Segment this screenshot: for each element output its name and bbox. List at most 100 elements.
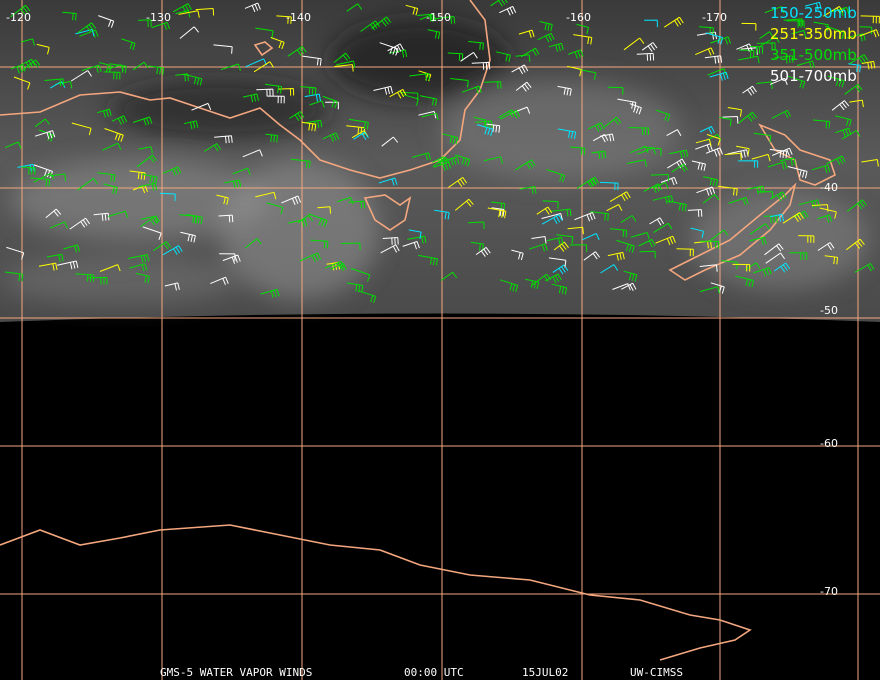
wind-barb (636, 52, 655, 61)
wind-barb (244, 2, 261, 13)
wind-barb (407, 235, 427, 244)
wind-barb (486, 123, 501, 133)
wind-barb (334, 64, 354, 72)
wind-barb (652, 195, 674, 205)
wind-barb (772, 147, 793, 156)
wind-barb (717, 185, 738, 196)
wind-barb (138, 146, 153, 154)
wind-barb (666, 129, 682, 137)
wind-barb (861, 60, 876, 70)
wind-barb (844, 83, 863, 95)
wind-barb (405, 4, 419, 16)
wind-barb (804, 1, 822, 11)
wind-barb (136, 154, 157, 168)
wind-barb (44, 78, 65, 87)
wind-barb (36, 43, 50, 55)
wind-barb (759, 31, 774, 40)
wind-barb (705, 32, 724, 45)
wind-barb (583, 251, 601, 261)
wind-barb (195, 8, 215, 16)
wind-barb (219, 253, 236, 261)
wind-barb (623, 270, 638, 282)
wind-barb (333, 52, 351, 63)
wind-barb (103, 71, 121, 80)
wind-barb (129, 263, 148, 272)
wind-barb (721, 260, 738, 270)
wind-barb (655, 235, 676, 246)
cloud-texture (0, 20, 870, 305)
wind-barb (707, 68, 727, 76)
wind-barb (148, 65, 165, 76)
wind-barb (175, 10, 191, 18)
wind-barb (727, 149, 749, 159)
wind-barb (10, 64, 26, 74)
wind-barb (511, 64, 529, 75)
wind-barb (548, 257, 567, 268)
wind-barb (346, 3, 363, 12)
wind-barb (432, 156, 448, 166)
wind-barb (309, 100, 325, 108)
wind-barb (709, 229, 729, 242)
wind-barb (854, 263, 875, 273)
wind-barb (676, 248, 694, 257)
wind-barb (33, 172, 55, 183)
wind-barb (764, 243, 784, 256)
wind-barb (751, 153, 771, 162)
wind-barb (770, 191, 787, 202)
wind-barb (277, 88, 295, 96)
latitude-label: -70 (820, 585, 838, 598)
wind-barb (97, 172, 116, 182)
wind-barb (541, 213, 563, 221)
wind-barb (568, 49, 584, 59)
wind-barb (98, 15, 115, 28)
wind-barb (696, 186, 716, 196)
latitude-labels: -40 -50 -60 -70 (820, 181, 838, 598)
wind-barb (786, 75, 806, 89)
coastline (0, 0, 836, 661)
wind-barb (302, 55, 322, 66)
wind-barb (289, 111, 305, 121)
wind-barb (728, 197, 749, 206)
wind-barb (13, 76, 31, 90)
title-bar: GMS-5 WATER VAPOR WINDS 00:00 UTC 15JUL0… (160, 666, 683, 679)
wind-barb (353, 131, 369, 140)
wind-barb (774, 55, 794, 64)
wind-barb (700, 240, 720, 249)
wind-barb (484, 81, 502, 89)
wind-barb (455, 154, 471, 167)
wind-barb (77, 177, 99, 191)
source: UW-CIMSS (630, 666, 683, 679)
longitude-label: -130 (146, 11, 171, 24)
wind-barb (567, 65, 582, 77)
wind-barb (487, 207, 507, 219)
wind-barb (528, 243, 548, 252)
wind-barb (612, 283, 631, 291)
wind-barb (349, 118, 369, 130)
wind-barb (567, 226, 584, 235)
wind-barb (557, 85, 572, 96)
wind-barb (378, 177, 398, 186)
wind-barb (387, 43, 404, 54)
wind-barb (699, 26, 714, 35)
wind-barb (132, 61, 149, 71)
wind-barb (290, 158, 311, 169)
wind-barb (69, 217, 91, 230)
wind-barb (536, 206, 553, 215)
wind-barb (403, 94, 419, 106)
wind-barb (576, 23, 589, 35)
wind-barb (584, 176, 599, 187)
wind-barb (545, 273, 562, 284)
wind-barb (186, 214, 203, 225)
wind-barb (607, 86, 624, 95)
wind-barb (121, 38, 136, 51)
wind-barb (337, 196, 354, 205)
wind-barb (348, 200, 366, 209)
wind-barb (749, 223, 770, 235)
wind-barb (691, 160, 706, 171)
wind-barb (260, 288, 280, 298)
wind-barb (220, 63, 241, 71)
wind-barb (381, 136, 399, 147)
wind-barb (769, 77, 788, 85)
wind-barb (324, 260, 345, 270)
wind-barb (551, 208, 572, 217)
